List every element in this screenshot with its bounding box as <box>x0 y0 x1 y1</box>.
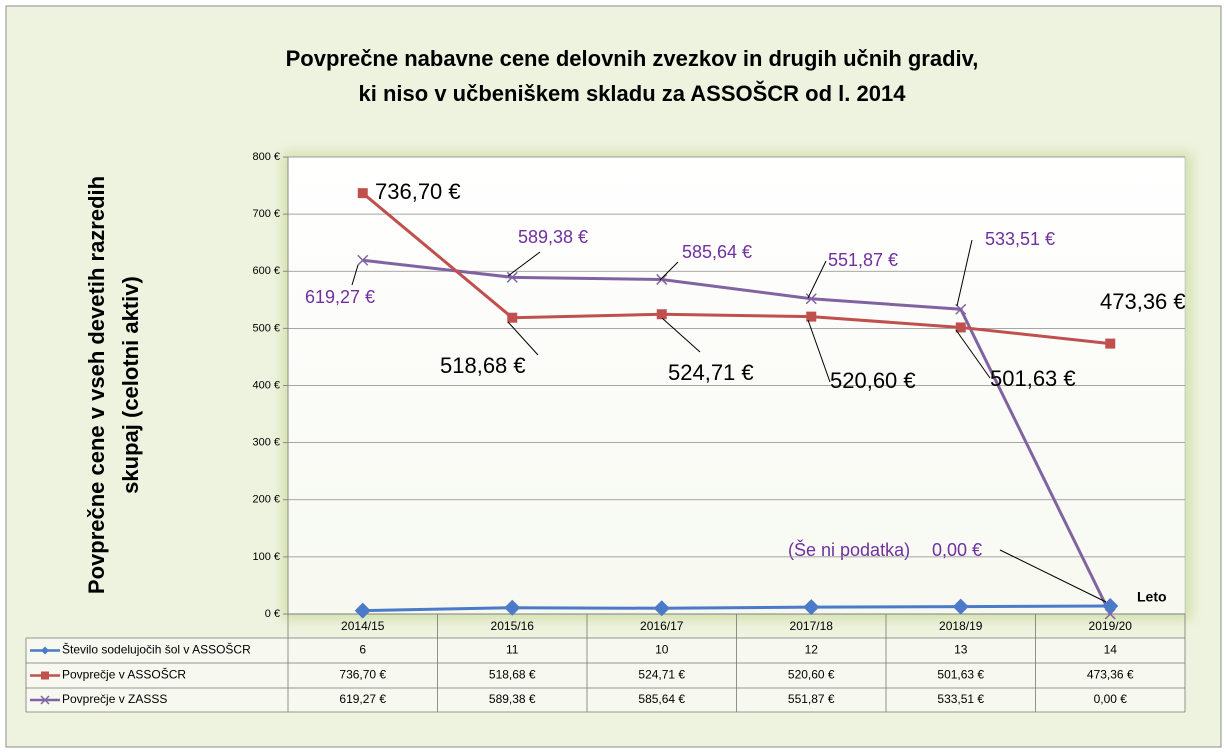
marker <box>1102 598 1119 615</box>
data-label: 619,27 € <box>305 287 375 307</box>
leader-line <box>807 260 827 299</box>
marker <box>507 312 518 323</box>
x-tick-label: 2018/19 <box>939 619 983 633</box>
leader-line <box>955 329 991 379</box>
series-line <box>361 192 1111 346</box>
table-cell: 551,87 € <box>788 692 835 706</box>
marker <box>504 599 521 616</box>
table-cell: 11 <box>506 643 519 657</box>
data-label: 0,00 € <box>932 540 982 560</box>
table-cell: 589,38 € <box>489 692 536 706</box>
legend-marker <box>41 671 49 680</box>
marker <box>803 599 820 616</box>
data-label: 585,64 € <box>682 242 752 262</box>
title-line: Povprečne nabavne cene delovnih zvezkov … <box>286 46 979 71</box>
leader-line <box>507 321 539 356</box>
table-cell: 585,64 € <box>638 692 685 706</box>
data-label: 518,68 € <box>440 353 526 378</box>
leader-line <box>351 264 359 286</box>
table-cell: 12 <box>805 643 819 657</box>
y-tick-label: 400 € <box>252 379 280 391</box>
x-axis-label: Leto <box>1137 589 1167 605</box>
table-cell: 501,63 € <box>937 668 984 682</box>
leader-line <box>661 317 701 353</box>
x-tick-label: 2016/17 <box>640 619 684 633</box>
table-cell: 0,00 € <box>1094 692 1128 706</box>
x-tick-label: 2015/16 <box>491 619 535 633</box>
data-label: 551,87 € <box>828 250 898 270</box>
marker <box>806 311 817 322</box>
marker <box>354 602 371 619</box>
series-line <box>362 604 1111 613</box>
table-cell: 736,70 € <box>339 668 386 682</box>
data-label: 501,63 € <box>990 366 1076 391</box>
x-tick-label: 2014/15 <box>341 619 385 633</box>
leader-line <box>956 239 973 307</box>
table-cell: 518,68 € <box>489 668 536 682</box>
table-cell: 10 <box>655 643 669 657</box>
marker <box>1105 338 1116 349</box>
leader-line <box>807 319 831 383</box>
legend-marker <box>41 646 49 655</box>
table-cell: 13 <box>954 643 968 657</box>
data-label: 520,60 € <box>830 368 916 393</box>
y-tick-label: 600 € <box>252 265 280 277</box>
annotation: (Še ni podatka) <box>788 539 910 560</box>
leader-line <box>999 549 1107 603</box>
leader-line <box>659 261 679 281</box>
legend-entry: Število sodelujočih šol v ASSOŠCR <box>62 642 251 657</box>
table-cell: 619,27 € <box>339 692 386 706</box>
y-label-line: skupaj (celotni aktiv) <box>118 276 143 494</box>
marker <box>653 600 670 617</box>
marker <box>656 309 667 320</box>
marker <box>656 273 668 285</box>
y-tick-label: 0 € <box>265 608 280 620</box>
legend-marker <box>40 695 50 705</box>
y-tick-label: 200 € <box>252 494 280 506</box>
series-line <box>362 258 1112 615</box>
data-label: 524,71 € <box>668 360 754 385</box>
legend-entry: Povprečje v ASSOŠCR <box>62 667 186 682</box>
marker <box>955 322 966 333</box>
y-tick-label: 700 € <box>252 208 280 220</box>
marker <box>357 188 368 199</box>
y-tick-label: 800 € <box>252 151 280 163</box>
data-label: 533,51 € <box>985 229 1055 249</box>
data-label: 473,36 € <box>1100 289 1186 314</box>
data-label: 736,70 € <box>375 179 461 204</box>
table-cell: 473,36 € <box>1087 668 1134 682</box>
marker <box>952 598 969 615</box>
y-label-line: Povprečne cene v vseh devetih razredih <box>84 176 109 594</box>
table-cell: 14 <box>1104 643 1118 657</box>
marker <box>506 271 518 283</box>
table-cell: 533,51 € <box>937 692 984 706</box>
leader-line <box>507 251 541 277</box>
title-line: ki niso v učbeniškem skladu za ASSOŠCR o… <box>359 81 907 106</box>
marker <box>357 254 369 266</box>
x-tick-label: 2017/18 <box>790 619 834 633</box>
legend-entry: Povprečje v ZASSS <box>62 692 167 706</box>
marker <box>805 293 817 305</box>
data-label: 589,38 € <box>518 227 588 247</box>
table-cell: 524,71 € <box>638 668 685 682</box>
y-axis-label: Povprečne cene v vseh devetih razredih s… <box>84 176 143 594</box>
table-cell: 520,60 € <box>788 668 835 682</box>
y-tick-label: 500 € <box>252 322 280 334</box>
table-cell: 6 <box>359 643 366 657</box>
x-tick-label: 2019/20 <box>1089 619 1133 633</box>
y-tick-label: 100 € <box>252 551 280 563</box>
title: Povprečne nabavne cene delovnih zvezkov … <box>286 46 979 106</box>
table-bg <box>26 638 1185 712</box>
y-tick-label: 300 € <box>252 437 280 449</box>
